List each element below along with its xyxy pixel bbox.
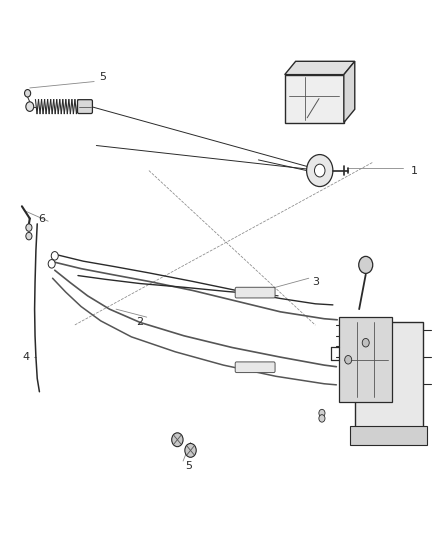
Circle shape — [307, 155, 333, 187]
Polygon shape — [344, 61, 355, 123]
FancyBboxPatch shape — [350, 426, 427, 445]
Circle shape — [314, 164, 325, 177]
FancyBboxPatch shape — [339, 317, 392, 402]
FancyBboxPatch shape — [235, 362, 275, 373]
Text: 5: 5 — [185, 462, 192, 471]
Circle shape — [51, 252, 58, 260]
Text: 1: 1 — [410, 166, 417, 175]
Circle shape — [25, 90, 31, 97]
Polygon shape — [285, 61, 355, 75]
FancyBboxPatch shape — [78, 100, 92, 114]
Text: 3: 3 — [312, 278, 319, 287]
Circle shape — [362, 338, 369, 347]
Circle shape — [26, 232, 32, 240]
Circle shape — [359, 256, 373, 273]
Circle shape — [185, 443, 196, 457]
FancyBboxPatch shape — [235, 287, 275, 298]
Circle shape — [319, 409, 325, 417]
Circle shape — [26, 224, 32, 231]
Circle shape — [319, 415, 325, 422]
Text: 4: 4 — [23, 352, 30, 362]
FancyBboxPatch shape — [355, 322, 423, 429]
Circle shape — [345, 356, 352, 364]
Circle shape — [48, 260, 55, 268]
Text: 6: 6 — [38, 214, 45, 223]
Circle shape — [26, 102, 34, 111]
Text: 5: 5 — [99, 72, 106, 82]
Text: 2: 2 — [137, 318, 144, 327]
Circle shape — [172, 433, 183, 447]
FancyBboxPatch shape — [285, 75, 344, 123]
